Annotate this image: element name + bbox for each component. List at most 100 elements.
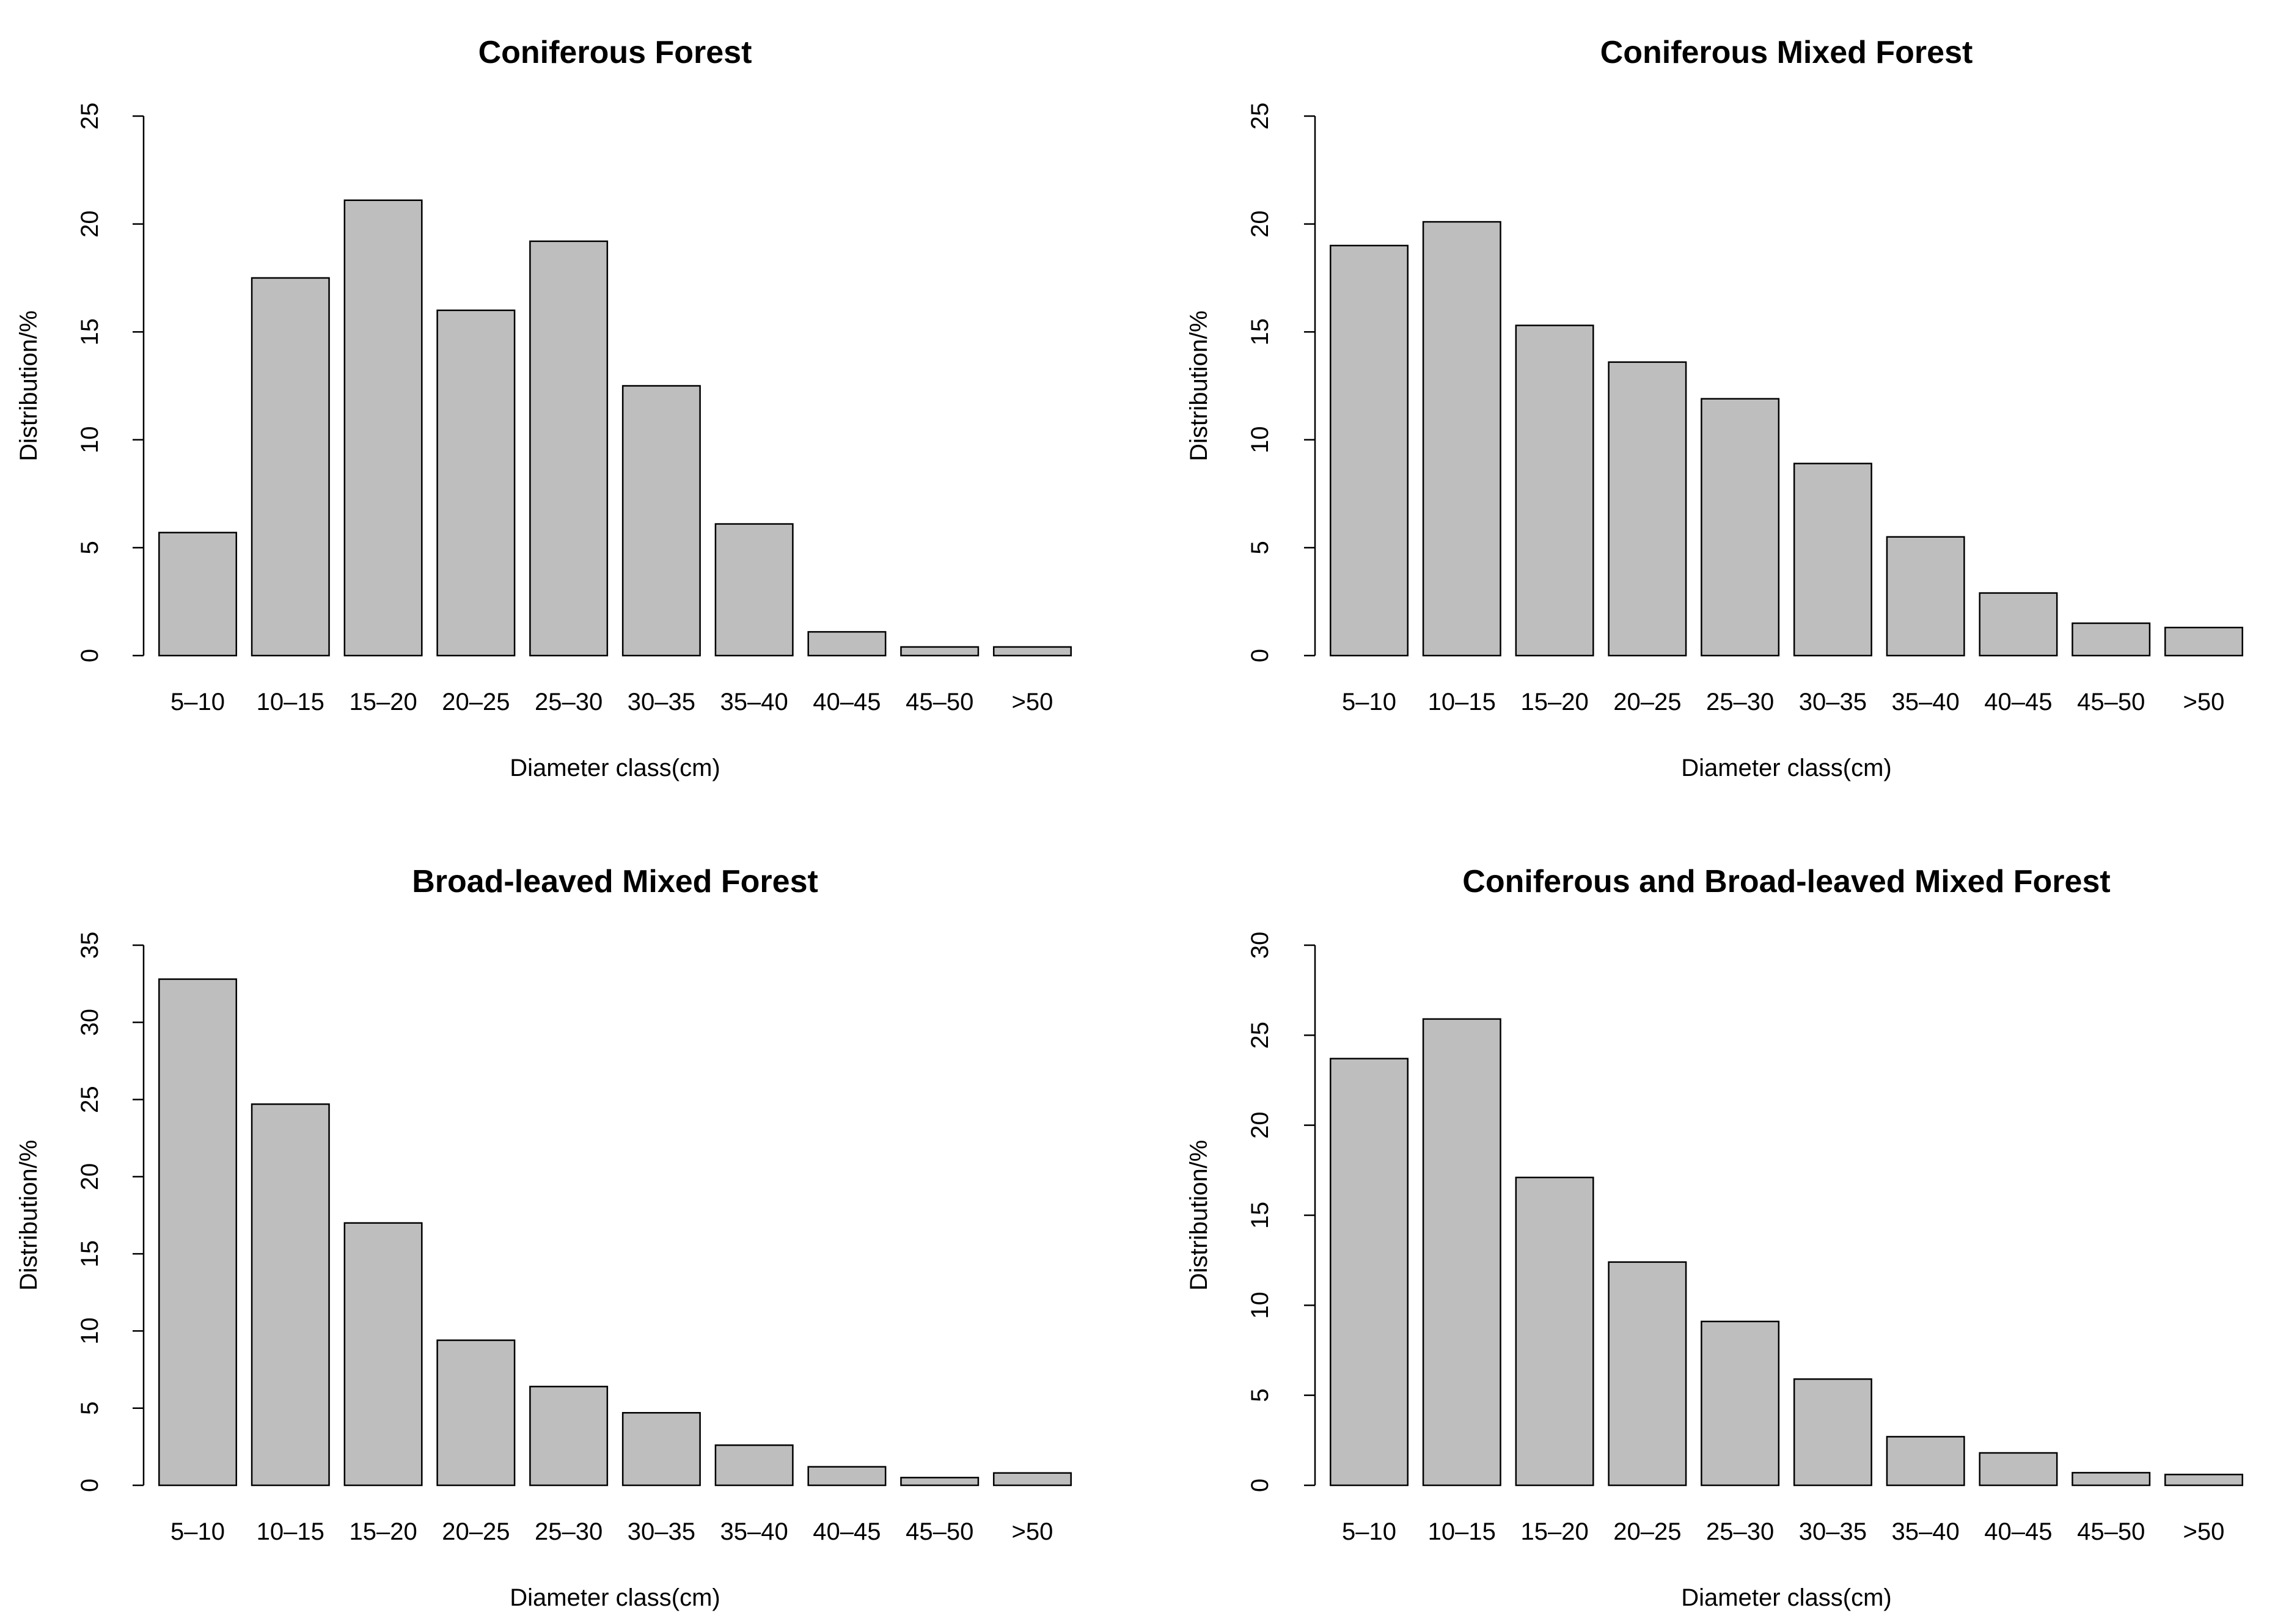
bar [1608, 1261, 1687, 1487]
x-tick-label: 15–20 [1520, 689, 1588, 715]
bar [1793, 1378, 1872, 1487]
x-tick-label: 5–10 [170, 689, 225, 715]
bar [1422, 1018, 1501, 1487]
y-tick-label: 30 [76, 1009, 103, 1036]
x-tick-label: 35–40 [1892, 1518, 1960, 1545]
bar [1886, 1436, 1965, 1487]
bar [1330, 1058, 1409, 1487]
y-tick-label: 15 [1247, 318, 1273, 346]
chart-panel: Coniferous Mixed Forest 0 5 10 15 20 25 Distrib… [1185, 35, 2243, 781]
bar [621, 385, 701, 657]
x-tick-label: 30–35 [628, 1518, 695, 1545]
bar [2164, 1474, 2243, 1487]
y-tick-label: 20 [76, 1163, 103, 1191]
bar [1979, 1452, 2058, 1487]
x-tick-label: 5–10 [1342, 689, 1396, 715]
bar [1608, 361, 1687, 657]
x-tick-label: 45–50 [906, 1518, 973, 1545]
x-tick-label: 45–50 [906, 689, 973, 715]
bar [158, 978, 238, 1487]
x-axis-label: Diameter class(cm) [510, 755, 720, 781]
x-tick-label: 25–30 [535, 1518, 603, 1545]
bar [2072, 622, 2151, 657]
x-tick-label: >50 [1012, 689, 1053, 715]
bar [807, 1466, 887, 1487]
bar [251, 277, 330, 657]
bar [436, 1339, 516, 1487]
x-tick-label: 25–30 [1706, 689, 1774, 715]
y-tick-label: 5 [1247, 1389, 1273, 1402]
y-axis-label: Distribution/% [15, 310, 42, 461]
chart-panel: Coniferous and Broad-leaved Mixed Forest… [1185, 864, 2243, 1611]
x-tick-label: 30–35 [1799, 689, 1867, 715]
bar [158, 532, 238, 657]
chart-title: Broad-leaved Mixed Forest [412, 864, 818, 899]
bar [992, 646, 1072, 657]
bar [343, 199, 423, 657]
bar [1515, 1176, 1594, 1487]
x-tick-label: 20–25 [1613, 1518, 1681, 1545]
bar [714, 1444, 794, 1487]
chart-title: Coniferous Mixed Forest [1600, 35, 1973, 70]
x-tick-label: 35–40 [720, 1518, 788, 1545]
bar [436, 309, 516, 657]
x-tick-label: 10–15 [257, 1518, 324, 1545]
y-axis-label: Distribution/% [1185, 310, 1212, 461]
x-tick-label: 25–30 [1706, 1518, 1774, 1545]
y-tick-label: 10 [76, 1317, 103, 1345]
x-tick-label: 5–10 [1342, 1518, 1396, 1545]
bar [529, 1386, 609, 1487]
x-tick-label: 30–35 [1799, 1518, 1867, 1545]
x-tick-label: 20–25 [442, 689, 510, 715]
x-tick-label: 5–10 [170, 1518, 225, 1545]
x-tick-label: 35–40 [1892, 689, 1960, 715]
y-tick-label: 25 [1247, 103, 1273, 130]
bar [343, 1222, 423, 1487]
y-tick-label: 15 [76, 1240, 103, 1268]
bar [900, 1477, 980, 1487]
bar [621, 1412, 701, 1487]
bar [1701, 1320, 1780, 1487]
y-tick-label: 5 [76, 541, 103, 554]
y-axis-label: Distribution/% [15, 1140, 42, 1291]
x-tick-label: >50 [2183, 1518, 2225, 1545]
x-tick-label: 40–45 [813, 689, 881, 715]
x-tick-label: 40–45 [813, 1518, 881, 1545]
chart-title: Coniferous and Broad-leaved Mixed Forest [1462, 864, 2110, 899]
x-tick-label: 30–35 [628, 689, 695, 715]
y-tick-label: 0 [76, 1479, 103, 1492]
y-tick-label: 10 [76, 426, 103, 454]
chart-panel: Broad-leaved Mixed Forest 0 5 10 15 20 25 30 35 D… [15, 864, 1072, 1611]
bar [1979, 592, 2058, 657]
y-tick-label: 10 [1247, 1292, 1273, 1319]
y-tick-label: 25 [76, 103, 103, 130]
y-tick-label: 10 [1247, 426, 1273, 454]
y-tick-label: 0 [1247, 1479, 1273, 1492]
bar [1886, 536, 1965, 657]
y-tick-label: 25 [1247, 1022, 1273, 1049]
y-tick-label: 35 [76, 932, 103, 959]
x-tick-label: 40–45 [1984, 1518, 2052, 1545]
bar [1515, 324, 1594, 657]
x-tick-label: 45–50 [2077, 1518, 2145, 1545]
x-tick-label: 10–15 [1428, 1518, 1496, 1545]
x-axis-label: Diameter class(cm) [510, 1584, 720, 1611]
x-tick-label: 10–15 [257, 689, 324, 715]
y-tick-label: 20 [1247, 210, 1273, 238]
bar [992, 1472, 1072, 1487]
bar [714, 523, 794, 657]
x-tick-label: >50 [2183, 689, 2225, 715]
y-tick-label: 15 [76, 318, 103, 346]
x-tick-label: 20–25 [442, 1518, 510, 1545]
x-tick-label: 10–15 [1428, 689, 1496, 715]
y-tick-label: 0 [1247, 649, 1273, 662]
y-tick-label: 0 [76, 649, 103, 662]
y-tick-label: 25 [76, 1086, 103, 1113]
y-tick-label: 15 [1247, 1202, 1273, 1229]
x-tick-label: 15–20 [349, 689, 417, 715]
x-tick-label: 25–30 [535, 689, 603, 715]
bar [251, 1103, 330, 1487]
y-tick-label: 5 [76, 1402, 103, 1415]
bar [807, 631, 887, 657]
